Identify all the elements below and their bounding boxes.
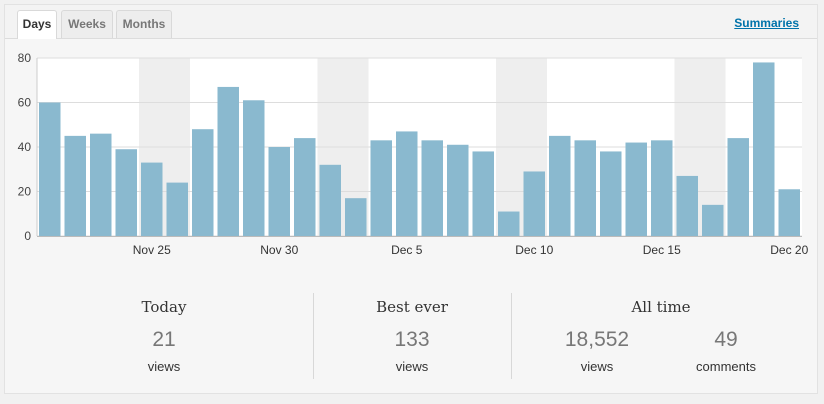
y-tick-label: 60 xyxy=(18,96,32,110)
all-time-comments-value: 49 xyxy=(714,328,738,351)
x-tick-label: Nov 30 xyxy=(260,243,298,257)
stats-panel: Days Weeks Months Summaries 0 20 40 60 80 Nov… xyxy=(4,4,818,394)
bar-nov-25 xyxy=(115,149,137,236)
y-tick-label: 0 xyxy=(24,229,31,243)
all-time-views-value: 18,552 xyxy=(564,328,630,351)
bar-nov-22 xyxy=(39,102,61,236)
bar-dec-17 xyxy=(676,175,698,236)
stat-divider xyxy=(313,293,314,379)
bar-nov-30 xyxy=(243,100,265,237)
today-views-value: 21 xyxy=(152,328,176,351)
best-ever-title: Best ever xyxy=(376,298,448,316)
summaries-link[interactable]: Summaries xyxy=(734,16,799,30)
bar-dec-16 xyxy=(651,140,673,236)
bar-dec-9 xyxy=(472,151,494,236)
bar-dec-7 xyxy=(421,140,443,236)
bar-dec-6 xyxy=(396,131,418,236)
bar-dec-4 xyxy=(345,198,367,236)
views-bar-chart: 0 20 40 60 80 Nov 25 Nov 30 Dec 5 Dec 10 Dec 15 De… xyxy=(18,51,809,257)
bar-dec-15 xyxy=(625,142,647,236)
bar-nov-26 xyxy=(141,162,163,236)
y-tick-label: 80 xyxy=(18,51,32,65)
today-views-label: views xyxy=(147,359,181,374)
all-time-views-label: views xyxy=(580,359,614,374)
bar-dec-20 xyxy=(753,62,775,237)
bar-dec-5 xyxy=(370,140,392,236)
bar-dec-2 xyxy=(294,138,316,236)
x-tick-label: Dec 15 xyxy=(643,243,681,257)
stat-divider xyxy=(511,293,512,379)
tab-days[interactable]: Days xyxy=(17,10,57,39)
bar-dec-10 xyxy=(498,211,520,236)
bar-dec-3 xyxy=(319,164,341,236)
best-ever-label: views xyxy=(395,359,429,374)
bar-dec-19 xyxy=(727,138,749,236)
x-tick-label: Dec 5 xyxy=(391,243,423,257)
bar-dec-11 xyxy=(523,171,545,236)
bar-nov-28 xyxy=(192,129,214,236)
bar-nov-23 xyxy=(64,135,86,236)
tab-weeks[interactable]: Weeks xyxy=(61,10,113,38)
best-ever-value: 133 xyxy=(394,328,430,351)
bar-nov-27 xyxy=(166,182,188,236)
bar-dec-14 xyxy=(600,151,622,236)
chart-toolbar: Days Weeks Months Summaries xyxy=(5,5,817,39)
bar-dec-1 xyxy=(268,147,290,236)
x-tick-label: Nov 25 xyxy=(133,243,171,257)
today-title: Today xyxy=(141,298,187,316)
bar-dec-18 xyxy=(702,204,724,236)
bar-dec-8 xyxy=(447,144,469,236)
bar-nov-24 xyxy=(90,133,112,236)
bar-dec-12 xyxy=(549,135,571,236)
bar-dec-21 xyxy=(778,189,800,236)
y-tick-label: 20 xyxy=(18,185,32,199)
bar-nov-29 xyxy=(217,86,239,236)
bar-dec-13 xyxy=(574,140,596,236)
all-time-comments-label: comments xyxy=(696,359,756,374)
all-time-title: All time xyxy=(631,298,691,316)
stats-summary: Today 21 views Best ever 133 views All t… xyxy=(5,281,817,393)
x-tick-label: Dec 20 xyxy=(770,243,808,257)
y-tick-label: 40 xyxy=(18,140,32,154)
tab-months[interactable]: Months xyxy=(116,10,172,38)
x-tick-label: Dec 10 xyxy=(515,243,553,257)
